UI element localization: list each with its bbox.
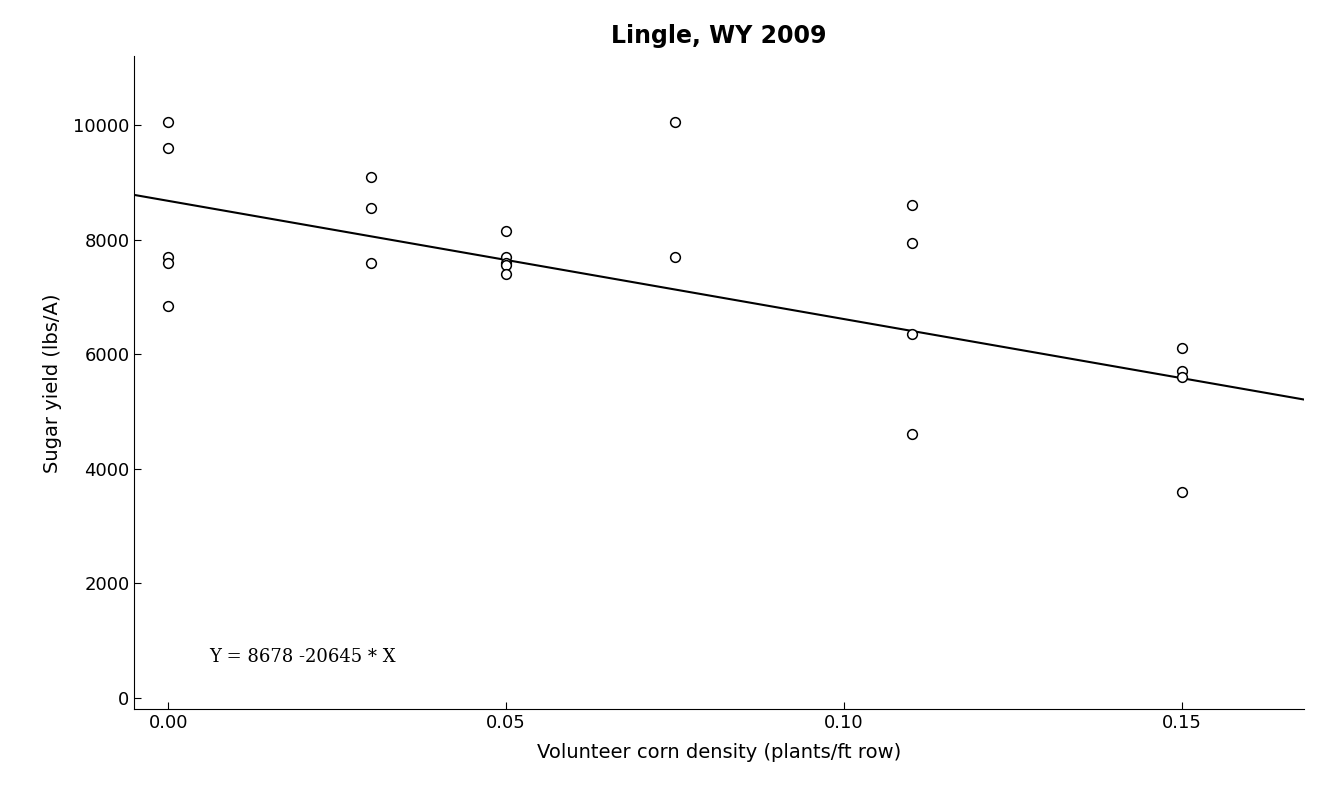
Point bbox=[664, 116, 685, 129]
Point bbox=[157, 142, 179, 155]
Point bbox=[1171, 342, 1192, 355]
Point bbox=[496, 256, 517, 269]
Point bbox=[900, 236, 922, 249]
Point bbox=[157, 256, 179, 269]
Point bbox=[900, 199, 922, 212]
Point bbox=[496, 225, 517, 238]
Point bbox=[360, 202, 382, 214]
Title: Lingle, WY 2009: Lingle, WY 2009 bbox=[612, 23, 827, 48]
Point bbox=[360, 170, 382, 183]
X-axis label: Volunteer corn density (plants/ft row): Volunteer corn density (plants/ft row) bbox=[536, 743, 902, 762]
Point bbox=[1171, 485, 1192, 498]
Point bbox=[900, 428, 922, 441]
Point bbox=[496, 259, 517, 272]
Point bbox=[496, 251, 517, 264]
Point bbox=[157, 116, 179, 129]
Point bbox=[157, 251, 179, 264]
Point bbox=[900, 328, 922, 341]
Point bbox=[496, 268, 517, 280]
Point bbox=[360, 256, 382, 269]
Point bbox=[1171, 365, 1192, 378]
Point bbox=[664, 251, 685, 264]
Y-axis label: Sugar yield (lbs/A): Sugar yield (lbs/A) bbox=[43, 293, 62, 472]
Point bbox=[1171, 371, 1192, 384]
Text: Y = 8678 -20645 * X: Y = 8678 -20645 * X bbox=[208, 648, 395, 667]
Point bbox=[157, 299, 179, 312]
